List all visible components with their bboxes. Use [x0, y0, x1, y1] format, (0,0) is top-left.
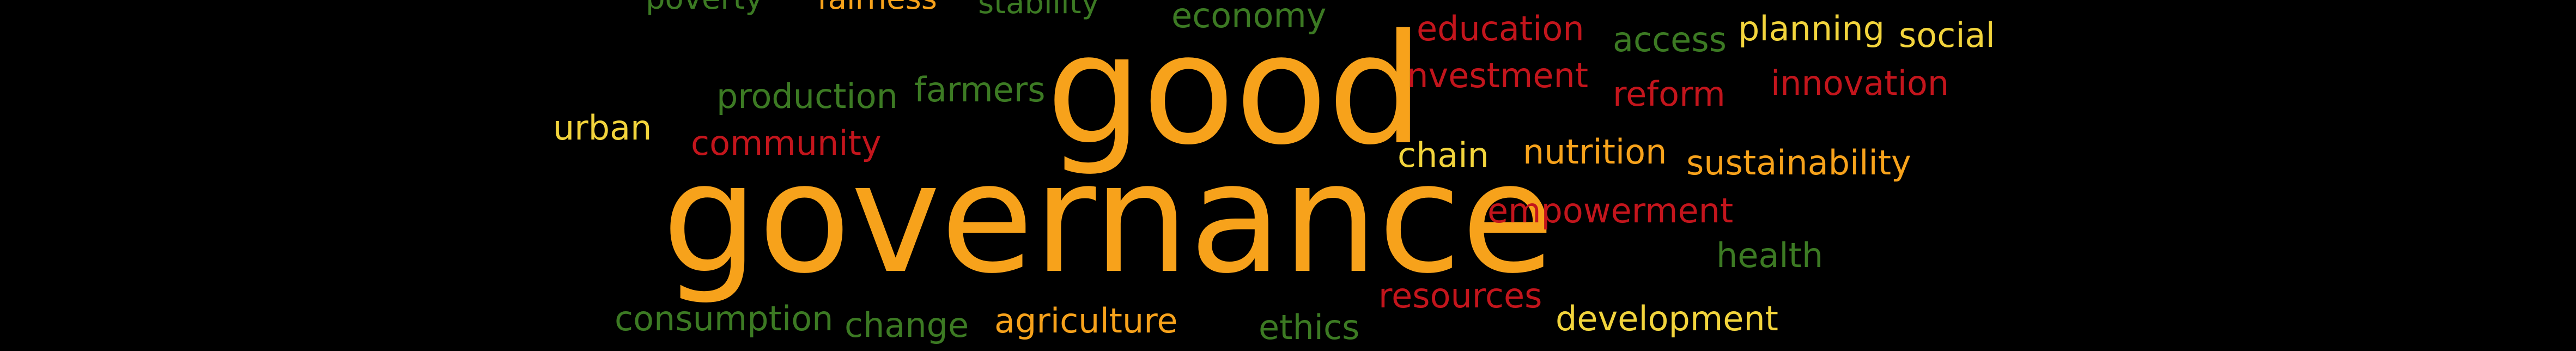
word-good: good: [1046, 2, 1424, 178]
word-farmers: farmers: [914, 70, 1046, 110]
word-nutrition: nutrition: [1523, 132, 1667, 172]
word-fairness: fairness: [817, 0, 937, 14]
word-development: development: [1556, 299, 1778, 338]
word-investment: investment: [1398, 56, 1589, 95]
word-health: health: [1716, 235, 1824, 275]
word-sustainability: sustainability: [1686, 143, 1911, 183]
word-access: access: [1613, 20, 1727, 59]
word-agriculture: agriculture: [994, 301, 1178, 341]
word-governance: governance: [662, 130, 1555, 307]
word-ethics: ethics: [1259, 307, 1360, 347]
word-innovation: innovation: [1771, 63, 1949, 103]
word-planning: planning: [1738, 9, 1885, 49]
word-social: social: [1899, 15, 1995, 55]
word-resources: resources: [1378, 276, 1542, 316]
word-reform: reform: [1613, 74, 1726, 114]
word-community: community: [691, 123, 882, 163]
word-urban: urban: [553, 108, 652, 148]
word-change: change: [845, 305, 969, 345]
word-stability: stability: [978, 0, 1099, 21]
word-empowerment: empowerment: [1487, 191, 1734, 231]
word-chain: chain: [1398, 135, 1489, 175]
word-economy: economy: [1171, 0, 1327, 35]
word-education: education: [1417, 9, 1584, 49]
word-production: production: [716, 76, 898, 116]
word-poverty: poverty: [646, 0, 763, 14]
word-consumption: consumption: [615, 299, 834, 338]
